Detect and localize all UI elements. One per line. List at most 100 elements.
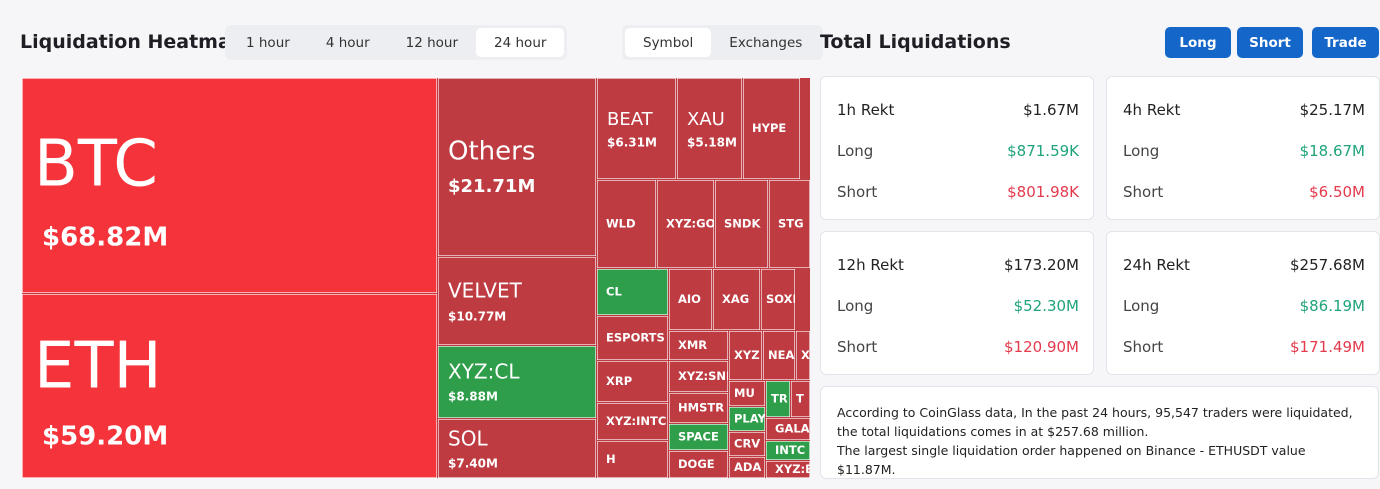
card-row: Long $18.67M: [1123, 142, 1365, 160]
tile-label: X: [801, 348, 810, 362]
tile[interactable]: BEAT $6.31M: [597, 78, 676, 179]
tab[interactable]: 1 hour: [246, 34, 290, 51]
tab[interactable]: 24 hour: [476, 28, 565, 57]
row-label: Long: [1123, 297, 1160, 315]
tile[interactable]: NEA: [763, 331, 795, 380]
tile-bg: [438, 346, 596, 418]
tile[interactable]: ESPORTS: [597, 316, 668, 360]
tile[interactable]: CL: [597, 269, 668, 315]
tile[interactable]: GALA: [766, 418, 810, 440]
card-row: Long $871.59K: [837, 142, 1079, 160]
tile[interactable]: SOXL: [761, 269, 801, 330]
action-button[interactable]: Short: [1237, 27, 1303, 58]
time-tabs: 1 hour 4 hour 12 hour 24 hour: [225, 25, 568, 60]
tile-bg: [769, 180, 810, 268]
tile-bg: [791, 381, 810, 417]
tile-label: ETH: [34, 330, 162, 404]
tile[interactable]: XYZ: [729, 331, 762, 380]
tile-bg: [729, 407, 765, 431]
tile[interactable]: MU: [729, 381, 765, 406]
tile-label: AIO: [678, 292, 701, 306]
tab[interactable]: Exchanges: [729, 34, 803, 51]
tile[interactable]: XYZ:CL $8.88M: [438, 346, 596, 418]
tile[interactable]: DOGE: [669, 451, 728, 478]
tile-bg: [669, 331, 728, 360]
row-label: Long: [837, 142, 874, 160]
tile-bg: [597, 78, 676, 179]
heatmap-title: Liquidation Heatmap: [20, 31, 245, 53]
tab[interactable]: 4 hour: [325, 34, 370, 51]
action-button[interactable]: Long: [1165, 27, 1231, 58]
tile[interactable]: AIO: [669, 269, 712, 330]
card-row: 12h Rekt $173.20M: [837, 256, 1079, 274]
tile[interactable]: X: [796, 331, 810, 380]
tile[interactable]: WLD: [597, 180, 656, 268]
tile[interactable]: VELVET $10.77M: [438, 257, 596, 345]
tile[interactable]: ADA: [729, 457, 765, 478]
tile-label: ADA: [734, 460, 761, 474]
tile[interactable]: ETH $59.20M: [22, 294, 437, 478]
tile-label: SPACE: [678, 430, 719, 444]
tile[interactable]: XYZ:GOL: [657, 180, 723, 268]
heatmap: BTC $68.82M ETH $59.20M Others $21.71M VELVET $…: [22, 78, 810, 478]
tile-label: ESPORTS: [606, 331, 665, 345]
row-value: $25.17M: [1299, 101, 1365, 119]
tile[interactable]: XMR: [669, 331, 728, 360]
tile-bg: [669, 424, 728, 450]
row-value: $6.50M: [1309, 183, 1365, 201]
tile[interactable]: XYZ:SND: [669, 361, 736, 392]
tile-value: $68.82M: [42, 223, 168, 253]
tile-label: XMR: [678, 338, 707, 352]
tile[interactable]: HMSTR: [669, 393, 728, 423]
tile-bg: [766, 418, 810, 440]
card-row: 24h Rekt $257.68M: [1123, 256, 1365, 274]
tab[interactable]: Symbol: [625, 28, 712, 57]
tile[interactable]: XRP: [597, 361, 668, 402]
tile[interactable]: HYPE: [743, 78, 800, 179]
tile[interactable]: XAU $5.18M: [677, 78, 742, 179]
card-row: Short $801.98K: [837, 183, 1079, 201]
tile[interactable]: SPACE: [669, 424, 728, 450]
tile-label: XYZ:CL: [448, 360, 520, 384]
tile-bg: [677, 78, 742, 179]
tile-bg: [763, 331, 795, 380]
tile-bg: [438, 419, 596, 478]
tile-label: DOGE: [678, 457, 715, 471]
tab[interactable]: 12 hour: [405, 34, 459, 51]
row-label: Short: [1123, 183, 1164, 201]
tile[interactable]: STG: [769, 180, 810, 268]
row-label: Short: [837, 338, 878, 356]
tile[interactable]: SOL $7.40M: [438, 419, 596, 478]
card-row: Long $86.19M: [1123, 297, 1365, 315]
tile-label: SOL: [448, 427, 488, 451]
tile-label: XAG: [722, 292, 749, 306]
tile-label: XYZ:SND: [678, 369, 736, 383]
tile-label: H: [606, 452, 616, 466]
tile[interactable]: PLAY: [729, 407, 767, 431]
row-value: $801.98K: [1007, 183, 1079, 201]
tile[interactable]: H: [597, 441, 668, 478]
tile[interactable]: XYZ:B: [766, 461, 810, 478]
row-value: $1.67M: [1023, 101, 1079, 119]
tile[interactable]: Others $21.71M: [438, 78, 596, 256]
tile-bg: [729, 457, 765, 478]
tile[interactable]: SNDK: [715, 180, 768, 268]
tile[interactable]: TR: [766, 381, 790, 417]
tile[interactable]: BTC $68.82M: [22, 78, 437, 293]
card-row: 4h Rekt $25.17M: [1123, 101, 1365, 119]
action-button[interactable]: Trade: [1312, 27, 1379, 58]
row-value: $257.68M: [1290, 256, 1365, 274]
tile-bg: [669, 269, 712, 330]
tile[interactable]: XAG: [713, 269, 760, 330]
card-row: Short $120.90M: [837, 338, 1079, 356]
tile-label: SNDK: [724, 217, 761, 231]
tile[interactable]: INTC: [766, 441, 810, 460]
tile-bg: [766, 441, 810, 460]
tile-label: WLD: [606, 217, 636, 231]
tile[interactable]: CRV: [729, 432, 765, 456]
tile-bg: [729, 381, 765, 406]
tile-label: GALA: [775, 422, 810, 436]
tile[interactable]: XYZ:INTC: [597, 403, 668, 440]
tile-bg: [597, 361, 668, 402]
tile[interactable]: T: [791, 381, 810, 417]
